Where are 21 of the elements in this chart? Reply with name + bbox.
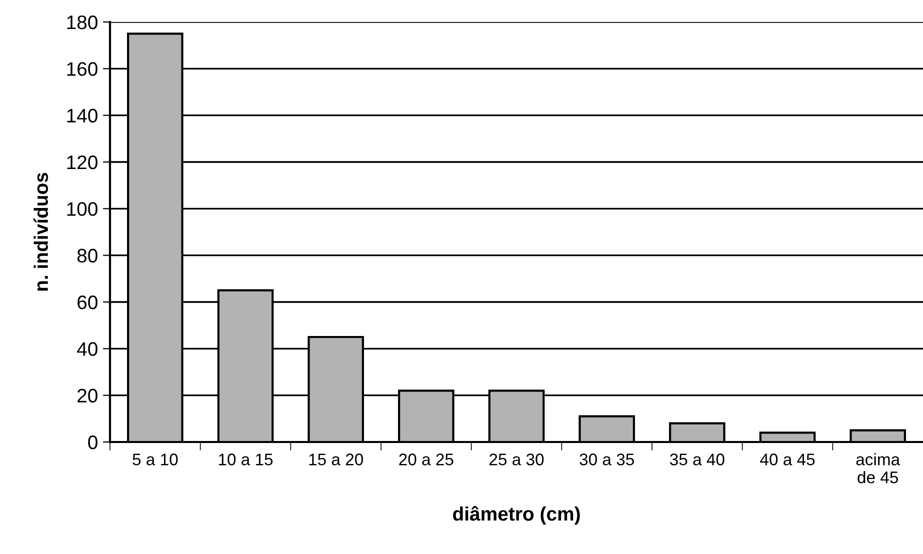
y-axis-title: n. indivíduos (34, 172, 48, 291)
y-tick-label: 180 (67, 15, 98, 30)
y-tick-label: 20 (78, 388, 98, 403)
y-tick-label: 100 (67, 202, 98, 216)
x-tick-label: 10 a 15 (218, 454, 273, 466)
y-tick-label: 120 (67, 155, 98, 170)
x-tick-label: 40 a 45 (760, 454, 815, 466)
x-tick-label: 20 a 25 (399, 454, 454, 466)
y-tick-label: 160 (67, 62, 98, 76)
x-tick-label: 30 a 35 (580, 454, 634, 466)
x-tick-label: 5 a 10 (132, 454, 178, 466)
y-tick-label: 80 (77, 248, 98, 263)
y-tick-label: 40 (77, 342, 98, 356)
x-tick-label: 35 a 40 (670, 454, 724, 466)
x-tick-label: acima de 45 (856, 453, 900, 484)
y-tick-label: 60 (78, 295, 98, 310)
y-tick-label: 140 (67, 108, 98, 123)
x-axis-title: diâmetro (cm) (453, 506, 580, 525)
x-tick-label: 25 a 30 (490, 454, 544, 466)
x-tick-label: 15 a 20 (309, 454, 363, 466)
y-tick-label: 0 (88, 435, 98, 450)
